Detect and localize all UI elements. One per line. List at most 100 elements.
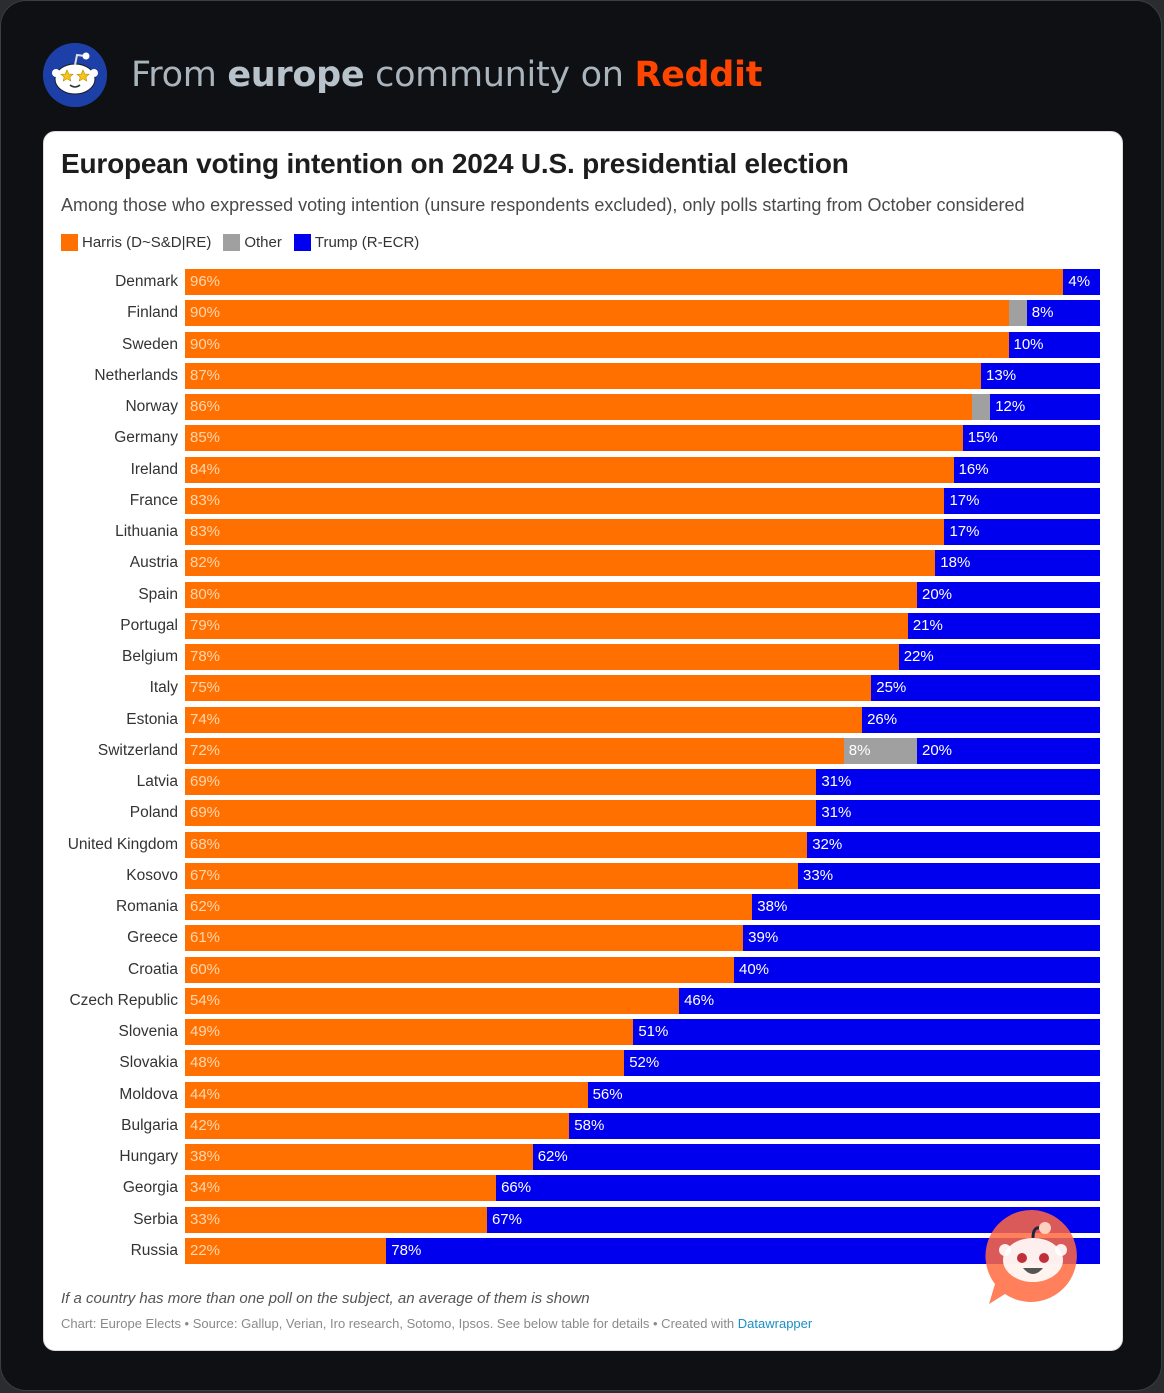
data-label: 80% xyxy=(190,585,221,603)
bar-row-united-kingdom: United Kingdom 68% 32% xyxy=(44,831,1124,858)
category-label: Austria xyxy=(129,554,178,572)
bar-segment-harris: 34% xyxy=(185,1175,497,1202)
category-label: Bulgaria xyxy=(121,1116,178,1134)
embed-header: From europe community on Reddit xyxy=(43,43,762,107)
bar-row-finland: Finland 90% 8% xyxy=(44,300,1124,327)
category-label: United Kingdom xyxy=(67,835,178,853)
data-label: 26% xyxy=(867,710,898,728)
data-label: 75% xyxy=(190,679,221,697)
data-label: 25% xyxy=(876,679,907,697)
bar-segment-harris: 33% xyxy=(185,1206,487,1233)
category-label: France xyxy=(129,491,178,509)
data-label: 39% xyxy=(748,929,779,947)
bar-segment-harris: 85% xyxy=(185,425,963,452)
bar-row-latvia: Latvia 69% 31% xyxy=(44,769,1124,795)
bar-segment-harris: 83% xyxy=(185,519,945,545)
bar-segment-harris: 38% xyxy=(185,1144,533,1170)
data-label: 49% xyxy=(190,1023,221,1040)
data-label: 58% xyxy=(574,1116,605,1134)
bar-segment-harris: 69% xyxy=(185,800,817,827)
data-label: 32% xyxy=(812,835,843,853)
data-label: 21% xyxy=(912,616,943,634)
header-middle: community on xyxy=(364,55,635,95)
bar-segment-trump: 16% xyxy=(953,456,1100,483)
data-label: 20% xyxy=(922,741,953,759)
bar-segment-harris: 44% xyxy=(185,1081,588,1108)
legend-swatch-harris xyxy=(61,234,78,251)
bar-segment-trump: 62% xyxy=(532,1144,1100,1170)
bar-row-sweden: Sweden 90% 10% xyxy=(44,331,1124,358)
data-label: 56% xyxy=(592,1085,623,1103)
data-label: 79% xyxy=(190,616,221,634)
bar-row-portugal: Portugal 79% 21% xyxy=(44,612,1124,639)
bar-segment-harris: 74% xyxy=(185,706,863,733)
chart-legend: Harris (D~S&D|RE) Other Trump (R-ECR) xyxy=(61,234,431,251)
bar-segment-trump: 20% xyxy=(917,581,1100,608)
data-label: 12% xyxy=(995,398,1026,415)
header-prefix: From xyxy=(131,55,228,95)
datawrapper-link[interactable]: Datawrapper xyxy=(737,1316,813,1331)
bar-row-slovenia: Slovenia 49% 51% xyxy=(44,1019,1124,1045)
bar-segment-trump: 13% xyxy=(981,362,1100,389)
bar-segment-harris: 83% xyxy=(185,487,945,514)
chart-subtitle: Among those who expressed voting intenti… xyxy=(61,195,1025,215)
reddit-answers-snoo-icon[interactable] xyxy=(983,1206,1083,1306)
data-label: 38% xyxy=(190,1148,221,1165)
community-link[interactable]: europe xyxy=(227,55,365,95)
data-label: 62% xyxy=(190,898,221,915)
data-label: 54% xyxy=(190,991,221,1009)
bar-row-georgia: Georgia 34% 66% xyxy=(44,1175,1124,1202)
bar-row-germany: Germany 85% 15% xyxy=(44,425,1124,452)
category-label: Moldova xyxy=(119,1085,178,1103)
bar-segment-trump: 25% xyxy=(871,675,1100,702)
bar-row-netherlands: Netherlands 87% 13% xyxy=(44,362,1124,389)
bar-row-austria: Austria 82% 18% xyxy=(44,550,1124,577)
bar-segment-harris: 82% xyxy=(185,550,936,577)
bar-segment-harris: 54% xyxy=(185,987,680,1014)
category-label: Netherlands xyxy=(94,366,178,384)
category-label: Ireland xyxy=(130,460,178,478)
data-label: 74% xyxy=(190,710,221,728)
bar-segment-trump: 31% xyxy=(816,800,1100,827)
bar-segment-harris: 78% xyxy=(185,644,899,670)
bar-segment-harris: 49% xyxy=(185,1019,634,1045)
data-label: 38% xyxy=(757,898,788,915)
bar-segment-other xyxy=(1008,300,1027,327)
category-label: Slovakia xyxy=(119,1054,178,1072)
category-label: Germany xyxy=(114,429,178,447)
category-label: Hungary xyxy=(119,1148,178,1165)
data-label: 4% xyxy=(1068,273,1091,290)
data-label: 52% xyxy=(629,1054,660,1072)
bar-segment-trump: 18% xyxy=(935,550,1100,577)
data-label: 8% xyxy=(1031,304,1054,322)
bar-segment-harris: 84% xyxy=(185,456,954,483)
legend-item-other: Other xyxy=(223,234,282,251)
chart-credit: Chart: Europe Elects • Source: Gallup, V… xyxy=(61,1316,812,1331)
data-label: 87% xyxy=(190,366,221,384)
bar-row-serbia: Serbia 33% 67% xyxy=(44,1206,1124,1233)
category-label: Kosovo xyxy=(126,866,178,884)
category-label: Finland xyxy=(127,304,178,322)
category-label: Russia xyxy=(130,1241,178,1259)
data-label: 82% xyxy=(190,554,221,572)
category-label: Serbia xyxy=(133,1210,178,1228)
bar-segment-harris: 79% xyxy=(185,612,908,639)
embed-source-text: From europe community on Reddit xyxy=(131,55,762,95)
data-label: 13% xyxy=(986,366,1017,384)
legend-item-harris: Harris (D~S&D|RE) xyxy=(61,234,211,251)
bar-row-belgium: Belgium 78% 22% xyxy=(44,644,1124,670)
bar-row-ireland: Ireland 84% 16% xyxy=(44,456,1124,483)
data-label: 22% xyxy=(190,1241,221,1259)
bar-row-greece: Greece 61% 39% xyxy=(44,925,1124,952)
bar-segment-trump: 22% xyxy=(898,644,1100,670)
bar-row-switzerland: Switzerland 72% 8% 20% xyxy=(44,737,1124,764)
data-label: 67% xyxy=(491,1210,522,1228)
legend-item-trump: Trump (R-ECR) xyxy=(293,234,419,251)
bar-row-moldova: Moldova 44% 56% xyxy=(44,1081,1124,1108)
data-label: 42% xyxy=(190,1116,221,1134)
reddit-brand-link[interactable]: Reddit xyxy=(634,55,763,95)
bar-segment-harris: 22% xyxy=(185,1237,387,1264)
bar-row-france: France 83% 17% xyxy=(44,487,1124,514)
bar-segment-harris: 60% xyxy=(185,956,734,983)
